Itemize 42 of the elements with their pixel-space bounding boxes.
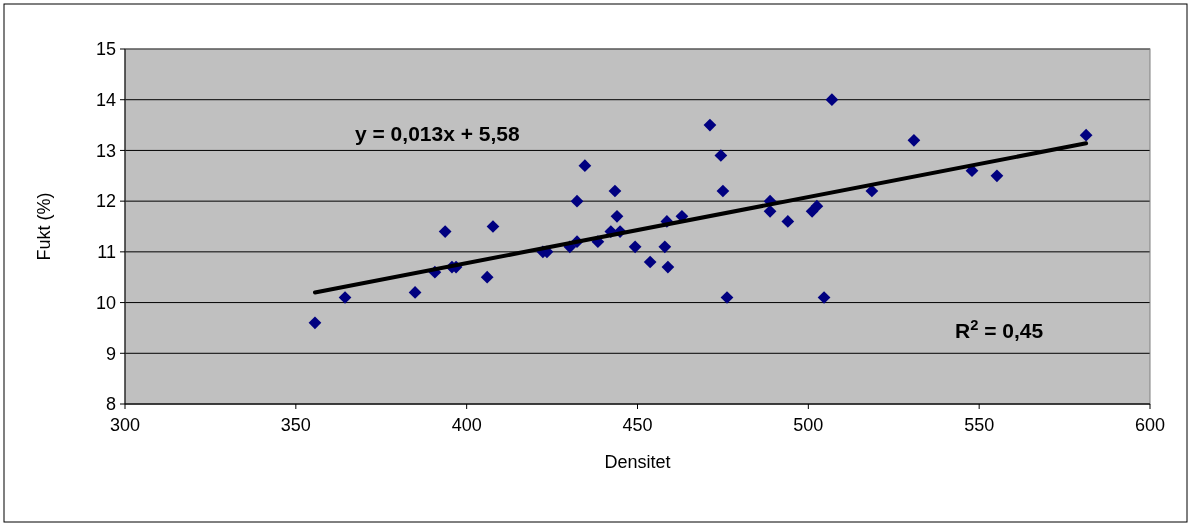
point xyxy=(661,260,675,274)
y-tick-label: 9 xyxy=(105,343,116,364)
point xyxy=(480,270,494,284)
y-tick-label: 12 xyxy=(95,191,116,212)
annotation: R$^{2}$ = 0,45 xyxy=(955,317,1044,342)
x-tick-label: 300 xyxy=(109,415,141,435)
point xyxy=(610,209,624,223)
point xyxy=(810,199,824,213)
y-tick-label: 15 xyxy=(95,39,116,60)
point xyxy=(308,316,322,330)
y-tick-label: 10 xyxy=(95,292,116,313)
point xyxy=(643,255,657,269)
x-tick-label: 400 xyxy=(451,415,482,435)
point xyxy=(438,225,452,238)
point xyxy=(781,215,795,228)
point xyxy=(703,118,717,132)
y-tick-label: 14 xyxy=(95,90,116,111)
x-axis-title: Densitet xyxy=(604,452,671,472)
point xyxy=(990,169,1004,183)
point xyxy=(1079,128,1093,142)
y-tick-label: 8 xyxy=(105,394,116,415)
point xyxy=(570,194,584,208)
point xyxy=(608,184,622,198)
y-tick-label: 13 xyxy=(95,140,116,161)
point xyxy=(714,149,728,162)
point xyxy=(628,240,642,254)
annotation: y = 0,013x + 5,58 xyxy=(355,122,520,145)
point xyxy=(408,286,422,299)
point xyxy=(763,204,777,218)
point xyxy=(825,93,839,107)
x-tick-label: 600 xyxy=(1134,415,1166,435)
point xyxy=(716,184,730,198)
x-tick-label: 450 xyxy=(622,415,653,435)
y-tick-label: 11 xyxy=(97,242,116,263)
point xyxy=(658,240,672,254)
y-axis-title: Fukt (%) xyxy=(34,192,54,261)
point xyxy=(578,159,592,173)
x-tick-label: 350 xyxy=(280,415,311,435)
x-tick-label: 550 xyxy=(964,415,995,435)
x-tick-label: 500 xyxy=(793,415,824,435)
point xyxy=(865,184,879,198)
point xyxy=(907,133,921,147)
